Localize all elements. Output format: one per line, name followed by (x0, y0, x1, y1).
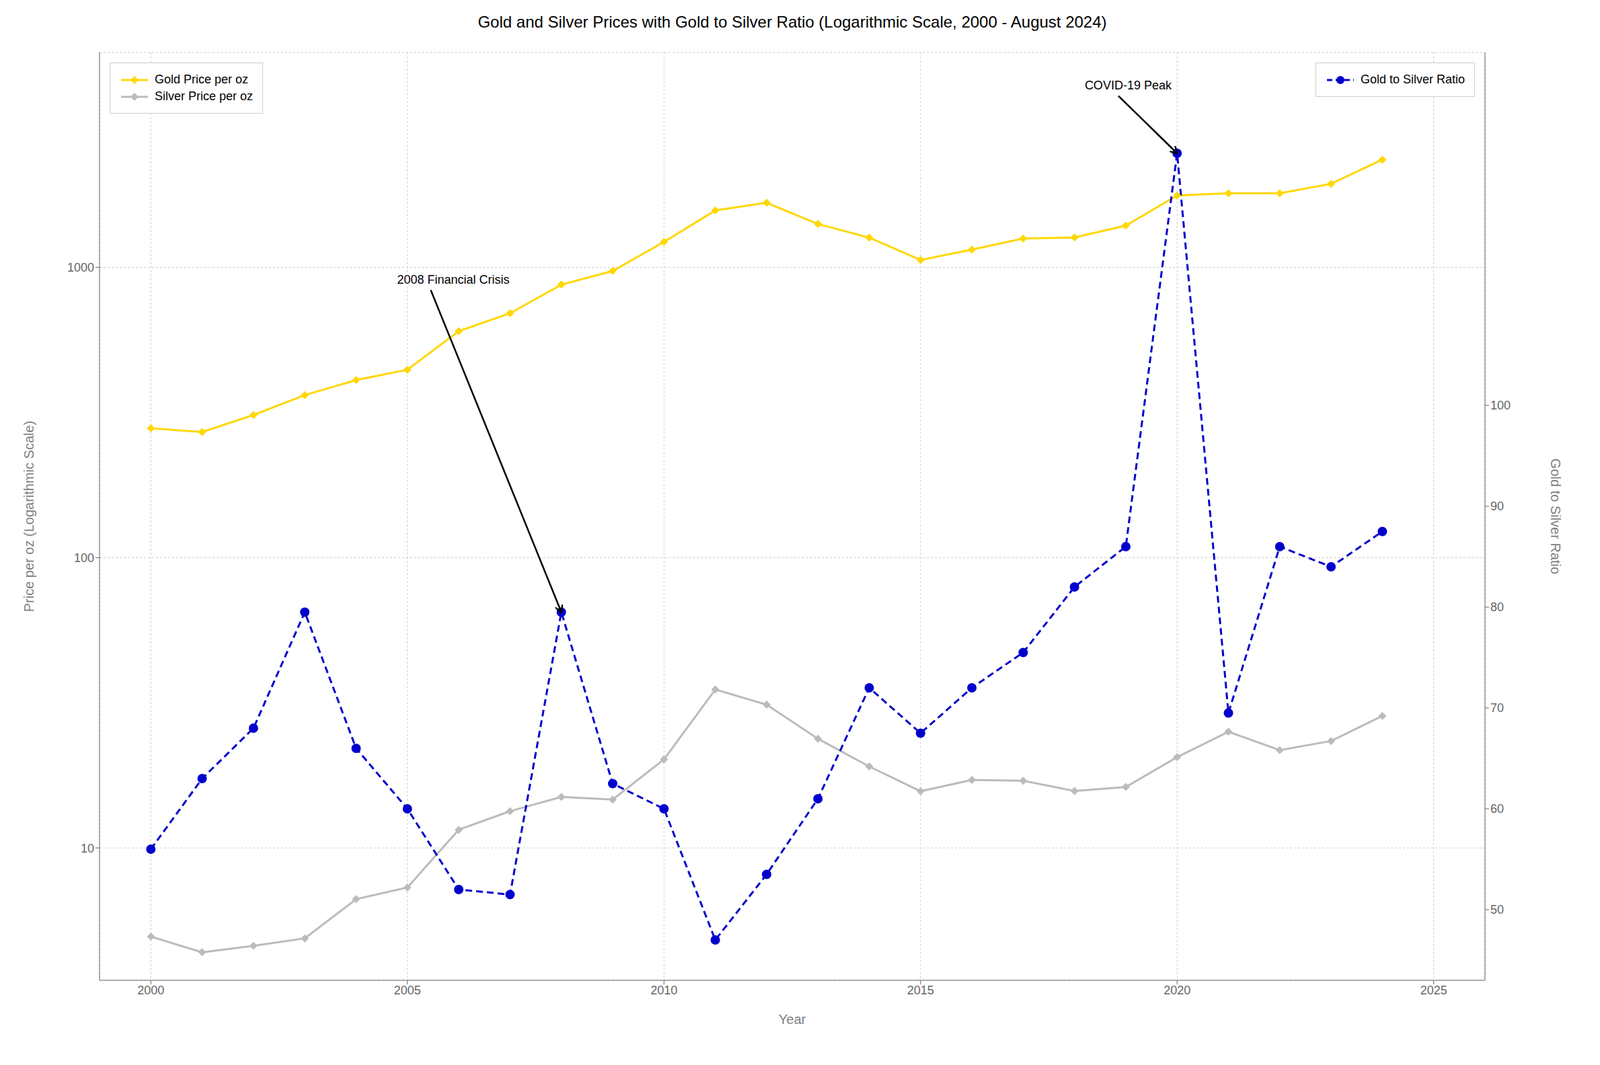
html-text:Silver Price per oz: Silver Price per oz (154, 89, 253, 103)
svg-text:2005: 2005 (394, 983, 422, 998)
svg-text:100: 100 (73, 551, 95, 565)
svg-text:80: 80 (1490, 600, 1504, 615)
svg-text:70: 70 (1490, 701, 1504, 715)
svg-text:COVID-19 Peak: COVID-19 Peak (1084, 78, 1173, 93)
svg-text:1000: 1000 (67, 260, 95, 275)
svg-text:2000: 2000 (137, 983, 165, 998)
svg-text:Price per oz (Logarithmic Scal: Price per oz (Logarithmic Scale) (21, 421, 37, 613)
svg-text:2025: 2025 (1420, 983, 1448, 998)
svg-text:2008 Financial Crisis: 2008 Financial Crisis (397, 273, 510, 287)
svg-text:10: 10 (80, 842, 95, 856)
svg-text:2010: 2010 (650, 983, 678, 998)
html-text:Gold Price per oz: Gold Price per oz (154, 72, 249, 87)
svg-text:2020: 2020 (1163, 983, 1191, 998)
svg-text:60: 60 (1490, 802, 1504, 816)
svg-text:Gold to Silver Ratio: Gold to Silver Ratio (1548, 458, 1564, 575)
svg-text:90: 90 (1490, 499, 1504, 514)
html-text:Gold to Silver Ratio: Gold to Silver Ratio (1360, 72, 1465, 87)
svg-text:50: 50 (1490, 903, 1504, 917)
svg-text:2015: 2015 (907, 983, 935, 998)
svg-text:100: 100 (1490, 398, 1511, 413)
svg-text:Year: Year (778, 1012, 807, 1027)
html-text:Gold and Silver Prices with Go: Gold and Silver Prices with Gold to Silv… (477, 12, 1107, 31)
